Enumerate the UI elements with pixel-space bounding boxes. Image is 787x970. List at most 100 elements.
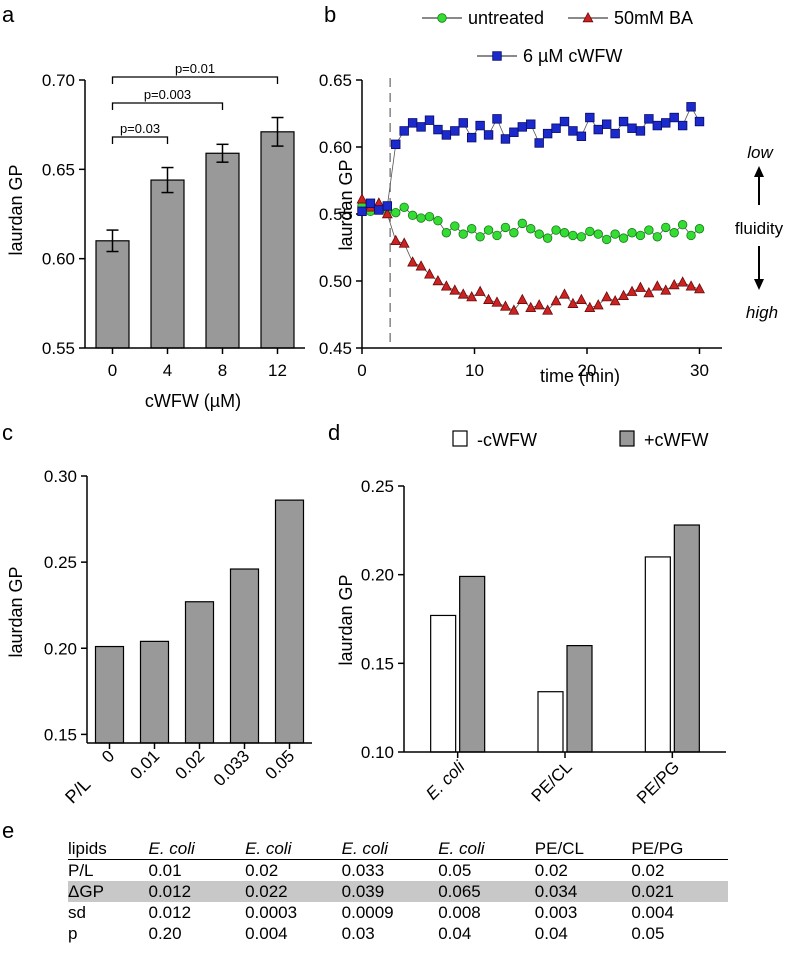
data-point [492,51,502,61]
data-point [559,288,570,299]
data-point [635,230,646,241]
data-point [391,139,401,150]
panel-a: a p=0.03 p=0.003 p=0.01 0.55 0.60 0.65 0.70 0 4… [2,2,305,411]
data-point [559,116,570,127]
panel-c-ytick-label: 0.15 [44,725,77,744]
data-point [626,285,638,296]
data-point [407,210,418,221]
panel-a-xtick-label: 8 [218,361,227,380]
data-point [491,296,503,307]
panel-b-ytick-label: 0.50 [319,272,352,291]
data-point [669,228,679,238]
panel-c-bar [94,645,125,744]
data-point [416,122,426,132]
panel-a-ytick-label: 0.65 [42,160,75,179]
data-point [652,232,663,242]
panel-b-ytick-label: 0.65 [319,71,352,90]
legend-label: 50mM BA [614,8,693,28]
table-cell: 0.008 [438,903,481,922]
data-point [651,280,663,291]
data-point [475,232,485,242]
data-point [391,207,401,218]
significance-bracket [111,136,169,144]
data-point [584,301,596,313]
table-row-highlighted: ΔGP 0.012 0.022 0.039 0.065 0.034 0.021 [68,881,728,902]
table-cell: ΔGP [68,881,149,902]
table-cell: 0.01 [148,861,182,880]
panel-a-ytick-label: 0.70 [42,71,75,90]
data-point [618,116,629,127]
data-point [492,114,502,124]
data-point [534,229,544,239]
table-header-cell: PE/CL [534,838,632,860]
panel-d-xtick-label: E. coli [422,757,469,804]
data-point [576,232,587,242]
panel-a-letter: a [2,2,15,27]
table-cell: 0.0003 [245,903,298,922]
data-point [466,224,477,234]
panel-c-xtick-label: 0 [98,746,118,766]
data-point [644,225,654,235]
table-cell: 0.034 [534,881,632,902]
panel-b-xtick-label: 0 [357,361,366,380]
panel-c-xtick-label: 0.02 [171,746,208,783]
data-point [526,224,536,234]
data-point [585,112,595,123]
panel-b-xlabel: time (min) [540,366,620,386]
significance-bracket [111,102,224,110]
data-point [492,230,502,241]
panel-b-xtick-label: 30 [690,361,709,380]
significance-label: p=0.01 [175,61,215,76]
panel-c-bar [139,640,170,744]
data-point [568,230,578,241]
data-point [660,284,672,295]
data-point [582,11,594,23]
series-circle [357,201,705,245]
table-cell: 0.012 [148,881,246,902]
data-point [686,102,696,112]
panel-a-ylabel: laurdan GP [6,164,26,255]
data-point [466,291,478,302]
data-point [415,260,427,271]
data-point [669,112,679,123]
data-point [416,213,426,223]
data-point [551,123,561,133]
data-point [593,124,603,135]
data-point [516,293,528,304]
data-point [483,130,494,140]
panel-c-bar [184,601,215,744]
panel-d-ytick-label: 0.10 [361,743,394,762]
panel-c-xtick-label: 0.033 [210,746,254,790]
data-point [441,228,452,238]
significance-label: p=0.03 [120,121,160,136]
data-point [661,222,671,233]
data-point [694,282,705,294]
data-point [618,289,630,300]
data-point [593,229,603,239]
panel-d-bar [644,556,671,753]
fluidity-high-label: high [746,303,778,322]
table-cell: 0.02 [534,861,568,880]
data-point [677,220,688,230]
table-cell: p [68,924,78,943]
panel-d-bar [566,644,593,753]
data-point [525,301,537,313]
data-point [610,229,620,239]
data-point [677,120,688,131]
panel-a-ytick-label: 0.55 [42,339,75,358]
significance-label: p=0.003 [144,87,191,102]
legend-label: +cWFW [644,430,709,450]
panel-d-xtick-label: PE/CL [528,757,576,805]
data-point [685,280,697,291]
fluidity-low-label: low [747,143,774,162]
data-point [526,119,536,129]
data-point [390,234,402,246]
table-header-cell: E. coli [245,838,342,860]
data-point [533,299,545,310]
panel-d-letter: d [328,420,340,445]
data-point [567,297,579,308]
panel-d: d -cWFW +cWFW 0.10 0.15 0.20 0.25 E. coli PE/C… [328,420,726,808]
data-point [559,228,570,238]
data-point [694,224,705,234]
table-cell: 0.065 [438,881,535,902]
